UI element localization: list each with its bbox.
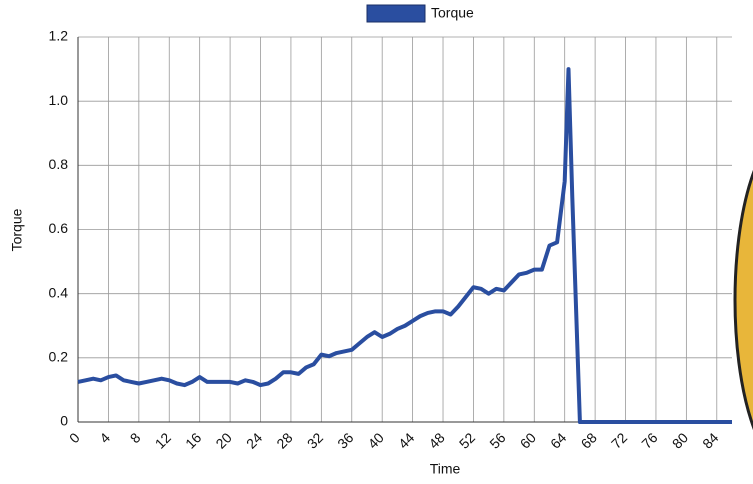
- y-tick-label: 0.2: [49, 349, 69, 365]
- x-tick-label: 24: [243, 429, 265, 451]
- line: [77, 67, 732, 424]
- y-tick-label: 1.0: [49, 92, 69, 108]
- x-tick-label: 52: [456, 429, 478, 451]
- x-tick-label: 76: [638, 429, 660, 451]
- x-tick-label: 80: [669, 429, 691, 451]
- x-tick-label: 36: [334, 429, 356, 451]
- x-tick-label: 44: [395, 429, 417, 451]
- legend-swatch: [366, 4, 426, 23]
- x-tick-label: 16: [182, 429, 204, 451]
- y-tick-label: 0.8: [49, 156, 69, 172]
- x-tick-label: 32: [304, 429, 326, 451]
- x-tick-label: 84: [699, 429, 721, 451]
- y-tick-label: 1.2: [49, 28, 69, 44]
- x-tick-label: 40: [365, 429, 387, 451]
- y-tick-label: 0: [60, 413, 68, 429]
- x-tick-label: 60: [517, 429, 539, 451]
- y-tick-label: 0.4: [49, 284, 69, 300]
- x-tick-label: 28: [273, 429, 295, 451]
- x-tick-label: 56: [486, 429, 508, 451]
- x-tick-label: 4: [96, 429, 113, 446]
- x-tick-label: 8: [127, 429, 144, 446]
- x-tick-label: 68: [578, 429, 600, 451]
- x-tick-label: 64: [547, 429, 569, 451]
- legend-label: Torque: [431, 5, 474, 21]
- y-tick-label: 0.6: [49, 220, 69, 236]
- x-axis-label: Time: [430, 461, 461, 477]
- x-tick-label: 72: [608, 429, 630, 451]
- x-tick-label: 0: [66, 429, 83, 446]
- x-tick-label: 20: [213, 429, 235, 451]
- decoration: [733, 169, 753, 431]
- x-tick-label: 48: [425, 429, 447, 451]
- y-axis-label: Torque: [9, 208, 25, 251]
- x-tick-label: 12: [152, 429, 174, 451]
